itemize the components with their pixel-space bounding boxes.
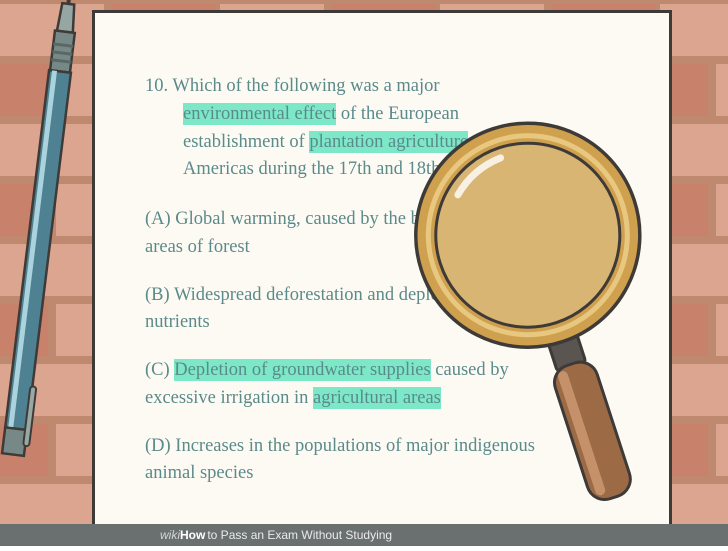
footer-attribution: wikiHow to Pass an Exam Without Studying: [0, 524, 728, 546]
c-hl-depletion: Depletion of groundwater supplies: [174, 359, 430, 381]
q-hl-environmental: environmental effect: [183, 103, 336, 125]
c-hl-agricultural: agricultural areas: [313, 387, 441, 409]
footer-title: to Pass an Exam Without Studying: [207, 528, 392, 542]
footer-wiki: wiki: [160, 528, 180, 542]
footer-how: How: [180, 528, 205, 542]
question-number: 10.: [145, 76, 168, 96]
q-line1: Which of the following was a major: [172, 76, 439, 96]
